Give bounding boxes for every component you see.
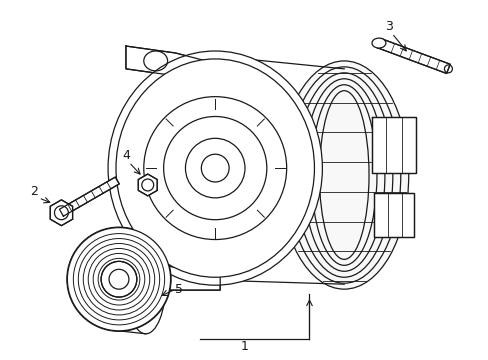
Ellipse shape bbox=[279, 61, 408, 289]
Polygon shape bbox=[126, 46, 224, 86]
Ellipse shape bbox=[185, 138, 244, 198]
Ellipse shape bbox=[101, 261, 137, 297]
Polygon shape bbox=[373, 193, 413, 237]
Ellipse shape bbox=[201, 154, 229, 182]
Polygon shape bbox=[50, 200, 72, 226]
Ellipse shape bbox=[163, 117, 266, 220]
Text: 5: 5 bbox=[174, 283, 182, 296]
Ellipse shape bbox=[67, 228, 170, 331]
Ellipse shape bbox=[116, 59, 314, 277]
Polygon shape bbox=[376, 39, 449, 73]
Text: 3: 3 bbox=[384, 20, 392, 33]
Ellipse shape bbox=[108, 51, 322, 285]
Polygon shape bbox=[161, 265, 220, 290]
Polygon shape bbox=[371, 117, 415, 173]
Ellipse shape bbox=[126, 235, 165, 334]
Ellipse shape bbox=[143, 96, 286, 239]
Text: 4: 4 bbox=[122, 149, 130, 162]
Ellipse shape bbox=[371, 38, 385, 48]
Polygon shape bbox=[60, 177, 119, 216]
Text: 1: 1 bbox=[241, 340, 248, 353]
Text: 2: 2 bbox=[30, 185, 38, 198]
Polygon shape bbox=[138, 174, 157, 196]
